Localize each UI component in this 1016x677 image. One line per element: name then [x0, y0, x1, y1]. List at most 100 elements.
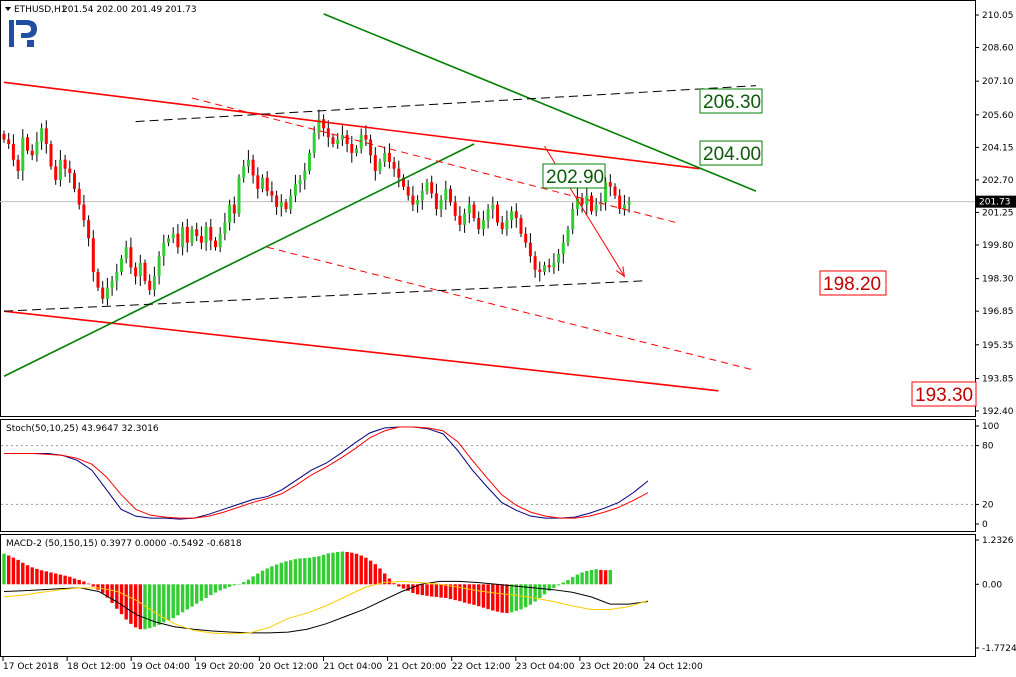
price-tick-label: 208.60	[982, 44, 1014, 54]
macd-hist-bar	[538, 584, 542, 598]
bear-candle	[350, 135, 354, 163]
bear-candle	[496, 201, 499, 226]
bull-candle	[237, 174, 241, 217]
macd-hist-bar	[58, 574, 63, 585]
macd-hist-bar	[256, 573, 260, 585]
level-label-red: 193.30	[911, 381, 977, 407]
macd-tick-label: 0.00	[982, 580, 1002, 590]
macd-legend: MACD-2 (50,150,15) 0.3977 0.0000 -0.5492…	[6, 539, 242, 549]
chart-header: ETHUSD,H1 201.54 202.00 201.49 201.73	[5, 5, 197, 15]
bear-candle	[87, 215, 91, 247]
bear-candle	[547, 258, 551, 273]
bull-candle	[585, 187, 589, 215]
macd-hist-bar	[223, 584, 227, 589]
macd-hist-bar	[115, 584, 119, 609]
current-price-label: 201.73	[979, 198, 1011, 208]
green-solid-trend-line[interactable]	[3, 143, 475, 377]
macd-hist-bar	[528, 584, 533, 605]
bear-candle	[284, 198, 288, 213]
macd-hist-bar	[373, 564, 377, 585]
macd-hist-bar	[603, 570, 608, 585]
macd-hist-bar	[415, 584, 420, 595]
macd-hist-bar	[152, 584, 157, 627]
macd-tick-label: -1.7724	[982, 644, 1016, 654]
macd-hist-bar	[317, 556, 321, 585]
collapse-triangle-icon[interactable]	[5, 7, 11, 11]
price-tick-label: 207.10	[982, 77, 1014, 87]
bear-candle	[402, 174, 405, 191]
bull-candle	[279, 194, 283, 217]
red-dashed-trend-line[interactable]	[267, 246, 757, 372]
svg-text:198.20: 198.20	[823, 274, 881, 295]
macd-hist-bar	[458, 584, 462, 602]
macd-hist-bar	[204, 584, 208, 598]
stoch-signal-line	[4, 426, 649, 519]
macd-hist-bar	[599, 569, 603, 585]
black-dashed-trend-line[interactable]	[3, 280, 644, 312]
bull-candle	[162, 234, 166, 266]
red-solid-trend-line[interactable]	[3, 310, 719, 392]
level-label-green: 206.30	[699, 88, 763, 114]
stoch-panel[interactable]	[0, 419, 976, 532]
macd-hist-bar	[143, 584, 147, 630]
macd-hist-bar	[44, 571, 48, 585]
macd-hist-bar	[359, 555, 363, 585]
macd-hist-bar	[303, 558, 307, 585]
macd-hist-bar	[86, 583, 91, 585]
macd-hist-bar	[213, 584, 218, 593]
time-tick-label: 18 Oct 12:00	[67, 662, 126, 672]
macd-hist-bar	[387, 578, 392, 585]
macd-hist-bar	[462, 584, 467, 603]
macd-hist-bar	[166, 584, 171, 621]
bull-candle	[58, 150, 62, 187]
bear-candle	[30, 144, 34, 161]
bull-candle	[181, 222, 185, 256]
bear-candle	[538, 261, 542, 282]
green-solid-trend-line[interactable]	[323, 13, 757, 192]
macd-hist-bar	[383, 573, 387, 585]
red-solid-trend-line[interactable]	[3, 81, 700, 170]
macd-hist-bar	[307, 557, 312, 585]
macd-hist-bar	[519, 584, 523, 610]
macd-hist-bar	[162, 584, 166, 623]
bear-candle	[430, 175, 434, 199]
bear-candle	[214, 237, 217, 251]
bear-candle	[608, 174, 612, 197]
macd-hist-bar	[232, 584, 236, 586]
svg-text:193.30: 193.30	[915, 385, 973, 406]
macd-hist-bar	[420, 584, 424, 596]
bear-candle	[453, 195, 457, 221]
macd-hist-bar	[176, 584, 180, 616]
stoch-tick-label: 0	[982, 520, 988, 530]
bull-candle	[293, 174, 297, 203]
black-dashed-trend-line[interactable]	[135, 85, 757, 123]
bull-candle	[467, 196, 471, 224]
price-tick-label: 198.30	[982, 275, 1014, 285]
bull-candle	[157, 251, 161, 285]
macd-hist-bar	[378, 568, 382, 585]
bear-candle	[528, 233, 532, 263]
bull-candle	[110, 275, 114, 296]
bear-candle	[533, 251, 537, 278]
macd-hist-bar	[119, 584, 124, 615]
macd-hist-bar	[350, 552, 354, 585]
bear-candle	[322, 114, 326, 137]
trend-lines[interactable]	[3, 13, 757, 392]
time-tick-label: 19 Oct 20:00	[195, 662, 254, 672]
macd-hist-bar	[35, 568, 39, 585]
bull-candle	[420, 183, 424, 210]
macd-hist-bar	[556, 584, 561, 586]
bear-candle	[345, 130, 349, 153]
svg-text:206.30: 206.30	[703, 92, 761, 113]
bear-candle	[270, 181, 274, 203]
price-tick-label: 204.15	[982, 143, 1014, 153]
bear-candle	[618, 189, 622, 215]
bear-candle	[326, 120, 330, 147]
macd-hist-bar	[336, 551, 340, 585]
bear-candle	[26, 133, 29, 155]
bull-candle	[627, 196, 631, 213]
time-tick-label: 23 Oct 04:00	[516, 662, 575, 672]
bear-candle	[397, 160, 401, 188]
bull-candle	[416, 195, 420, 213]
